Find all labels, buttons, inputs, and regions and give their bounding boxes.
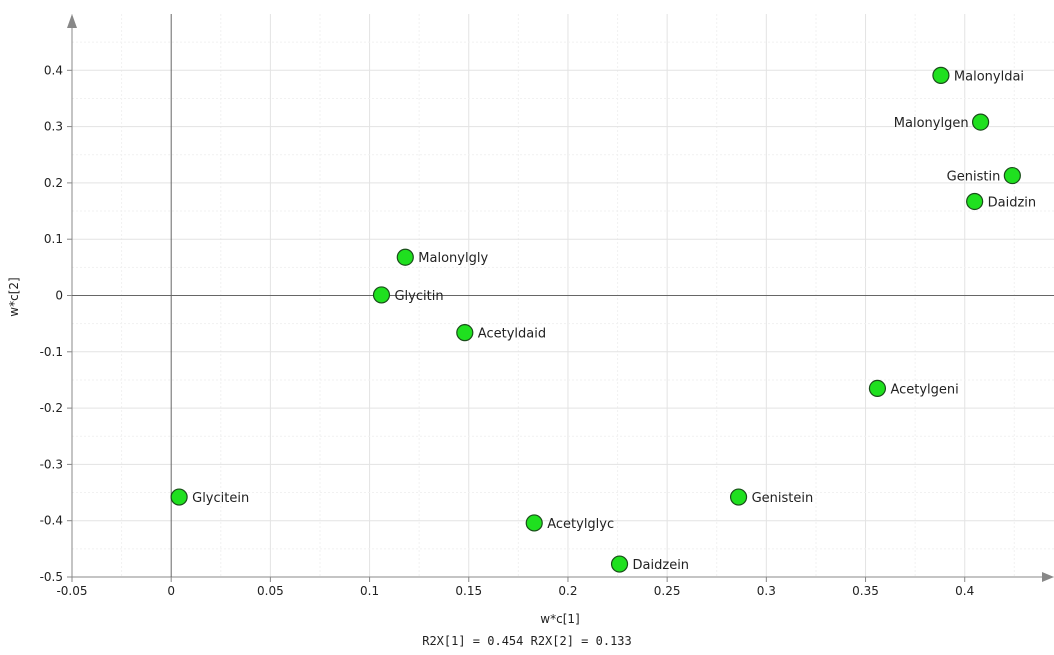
data-point-label: Acetyldaid	[478, 327, 546, 342]
y-tick-label: -0.2	[40, 401, 63, 415]
data-point-label: Genistin	[947, 170, 1001, 185]
y-axis-arrow	[67, 14, 77, 28]
y-tick-label: -0.4	[40, 514, 63, 528]
y-axis-label: w*c[2]	[7, 277, 21, 316]
r2x-summary: R2X[1] = 0.454 R2X[2] = 0.133	[422, 634, 632, 648]
data-point[interactable]	[971, 113, 990, 131]
x-tick-label: 0.3	[757, 584, 776, 598]
data-point-label: Glycitein	[192, 491, 249, 506]
x-tick-label: 0.25	[654, 584, 681, 598]
data-point[interactable]	[932, 66, 950, 84]
data-points: Malonyldai Malonylgen Genistin Daidzin Malon…	[170, 66, 1037, 573]
data-point-label: Daidzein	[633, 558, 690, 573]
data-point-label: Acetylgeni	[890, 382, 958, 397]
y-axis-ticks: -0.5 -0.4 -0.3 -0.2 -0.1 0 0.1 0.2 0.3 0.4	[40, 63, 72, 584]
scatter-plot: -0.05 0 0.05 0.1 0.15 0.2 0.25 0.3 0.35 0.4 -0.5-…	[7, 14, 1054, 626]
data-point[interactable]	[610, 555, 629, 573]
y-tick-label: 0.2	[44, 176, 63, 190]
data-point[interactable]	[170, 488, 188, 506]
data-point-label: Malonyldai	[954, 69, 1024, 84]
data-point[interactable]	[868, 379, 887, 397]
y-tick-label: 0.1	[44, 232, 63, 246]
x-tick-label: 0.35	[852, 584, 879, 598]
y-tick-label: 0	[55, 289, 63, 303]
data-point-label: Genistein	[752, 491, 814, 506]
data-point[interactable]	[1003, 166, 1021, 185]
data-point-label: Glycitin	[394, 289, 443, 304]
y-tick-label: 0.3	[44, 120, 63, 134]
data-point[interactable]	[456, 324, 474, 342]
x-tick-label: 0	[167, 584, 175, 598]
data-point-label: Malonylgen	[894, 116, 969, 131]
x-tick-label: 0.15	[455, 584, 482, 598]
data-point-label: Daidzin	[988, 195, 1037, 210]
data-point[interactable]	[525, 514, 543, 532]
y-tick-label: -0.3	[40, 457, 63, 471]
data-point[interactable]	[372, 286, 391, 304]
data-point[interactable]	[966, 192, 984, 211]
data-point[interactable]	[729, 488, 748, 506]
x-axis-label: w*c[1]	[540, 612, 579, 626]
x-tick-label: 0.2	[558, 584, 577, 598]
y-tick-label: 0.4	[44, 63, 63, 77]
axes	[67, 14, 1054, 582]
data-point[interactable]	[396, 248, 414, 266]
data-point-label: Malonylgly	[418, 251, 488, 266]
data-point-label: Acetylglyc	[547, 517, 614, 532]
x-tick-label: 0.1	[360, 584, 379, 598]
y-tick-label: -0.1	[40, 345, 63, 359]
x-tick-label: 0.4	[955, 584, 974, 598]
x-tick-label: -0.05	[56, 584, 87, 598]
x-axis-ticks: -0.05 0 0.05 0.1 0.15 0.2 0.25 0.3 0.35 0.4	[56, 577, 974, 598]
x-tick-label: 0.05	[257, 584, 284, 598]
y-tick-label: -0.5	[40, 570, 63, 584]
x-axis-arrow	[1042, 572, 1054, 582]
